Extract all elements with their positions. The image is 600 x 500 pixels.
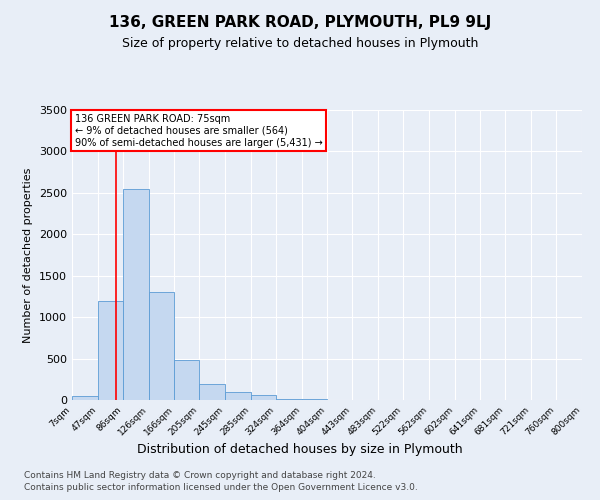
- Bar: [199, 384, 225, 400]
- Bar: [149, 292, 174, 400]
- Text: Contains HM Land Registry data © Crown copyright and database right 2024.: Contains HM Land Registry data © Crown c…: [24, 471, 376, 480]
- Bar: [276, 399, 302, 400]
- Bar: [123, 188, 149, 400]
- Bar: [251, 396, 276, 400]
- Text: Size of property relative to detached houses in Plymouth: Size of property relative to detached ho…: [122, 38, 478, 51]
- Text: Contains public sector information licensed under the Open Government Licence v3: Contains public sector information licen…: [24, 484, 418, 492]
- Bar: [225, 392, 251, 400]
- Bar: [98, 300, 123, 400]
- Text: Distribution of detached houses by size in Plymouth: Distribution of detached houses by size …: [137, 442, 463, 456]
- Text: 136, GREEN PARK ROAD, PLYMOUTH, PL9 9LJ: 136, GREEN PARK ROAD, PLYMOUTH, PL9 9LJ: [109, 15, 491, 30]
- Bar: [174, 360, 199, 400]
- Text: 136 GREEN PARK ROAD: 75sqm
← 9% of detached houses are smaller (564)
90% of semi: 136 GREEN PARK ROAD: 75sqm ← 9% of detac…: [74, 114, 322, 148]
- Y-axis label: Number of detached properties: Number of detached properties: [23, 168, 34, 342]
- Bar: [72, 396, 98, 400]
- Bar: [302, 399, 328, 400]
